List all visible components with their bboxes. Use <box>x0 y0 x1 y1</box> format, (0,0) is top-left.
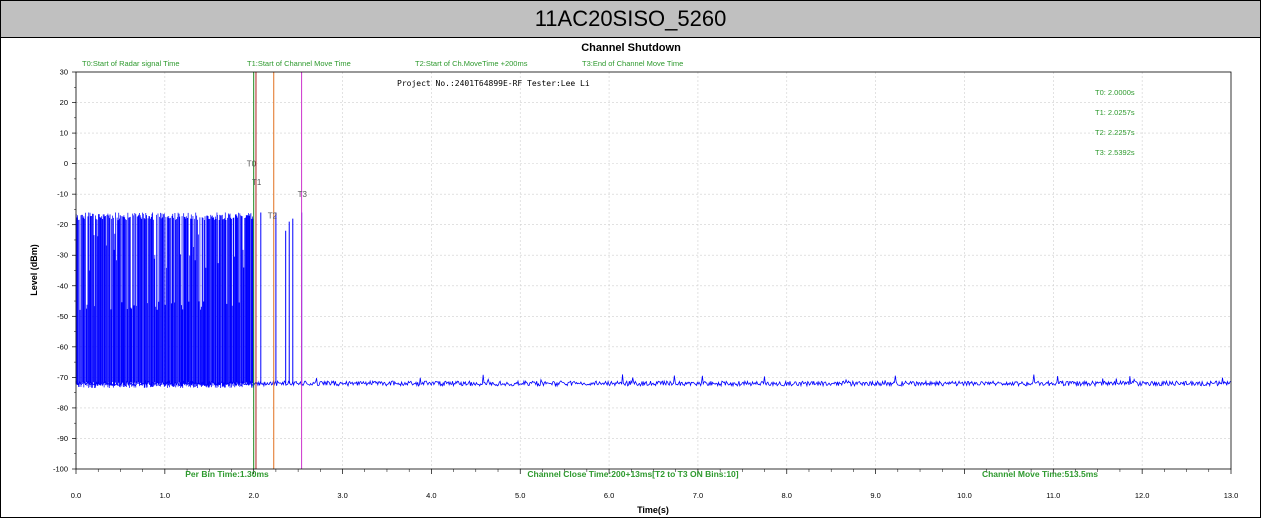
x-tick-label: 12.0 <box>1135 491 1150 500</box>
y-tick-label: -90 <box>57 434 68 443</box>
y-tick-label: 20 <box>60 98 68 107</box>
legend-t2: T2:Start of Ch.MoveTime +200ms <box>415 59 528 68</box>
y-tick-label: -20 <box>57 220 68 229</box>
project-info: Project No.:2401T64899E-RF Tester:Lee Li <box>397 79 590 88</box>
chart-title: Channel Shutdown <box>581 42 681 54</box>
x-tick-label: 4.0 <box>426 491 436 500</box>
x-tick-label: 1.0 <box>160 491 170 500</box>
x-tick-label: 9.0 <box>870 491 880 500</box>
readout-t2: T2: 2.2257s <box>1095 128 1135 137</box>
x-tick-label: 10.0 <box>957 491 972 500</box>
channel-close-time: Channel Close Time:200+13ms[T2 to T3 ON … <box>527 469 738 479</box>
x-tick-label: 5.0 <box>515 491 525 500</box>
y-tick-label: -80 <box>57 403 68 412</box>
y-tick-label: -70 <box>57 373 68 382</box>
readout-t1: T1: 2.0257s <box>1095 108 1135 117</box>
y-axis-ticks: 30 20 10 0 -10 -20 -30 -40 -50 -60 -70 -80 -90 -100 <box>53 68 76 474</box>
marker-label-t2: T2 <box>268 212 278 221</box>
marker-label-t3: T3 <box>298 190 308 199</box>
channel-move-time: Channel Move Time:513.5ms <box>982 469 1098 479</box>
y-tick-label: -30 <box>57 251 68 260</box>
y-tick-label: 10 <box>60 129 68 138</box>
window-title: 11AC20SISO_5260 <box>534 6 727 31</box>
y-tick-label: -50 <box>57 312 68 321</box>
marker-label-t1: T1 <box>252 178 262 187</box>
x-tick-label: 13.0 <box>1224 491 1239 500</box>
y-tick-label: 0 <box>64 159 68 168</box>
x-tick-label: 0.0 <box>71 491 81 500</box>
burst-baseline-trace <box>75 379 255 387</box>
plot-grid <box>76 72 1231 469</box>
radar-burst-pulses <box>75 212 254 389</box>
y-tick-label: 30 <box>60 68 68 77</box>
per-bin-time: Per Bin Time:1.30ms <box>185 469 269 479</box>
legend-t1: T1:Start of Channel Move Time <box>247 59 351 68</box>
x-tick-label: 3.0 <box>337 491 347 500</box>
y-tick-label: -100 <box>53 465 68 474</box>
x-tick-label: 11.0 <box>1046 491 1060 500</box>
readout-t3: T3: 2.5392s <box>1095 148 1135 157</box>
marker-label-t0: T0 <box>247 160 257 169</box>
plot-area-border <box>75 71 1232 470</box>
x-axis-title: Time(s) <box>637 505 669 515</box>
x-axis-ticks: 0.0 1.0 2.0 3.0 4.0 5.0 6.0 7.0 8.0 9.0 10.0 11.0 12… <box>71 469 1239 500</box>
x-tick-label: 6.0 <box>604 491 614 500</box>
window-title-bar: 11AC20SISO_5260 <box>1 1 1260 38</box>
legend-t3: T3:End of Channel Move Time <box>582 59 683 68</box>
x-tick-label: 7.0 <box>693 491 703 500</box>
readout-t0: T0: 2.0000s <box>1095 88 1135 97</box>
signal-trace <box>75 212 1232 389</box>
legend-t0: T0:Start of Radar signal Time <box>82 59 180 68</box>
y-tick-label: -40 <box>57 281 68 290</box>
x-tick-label: 2.0 <box>248 491 258 500</box>
y-tick-label: -10 <box>57 190 68 199</box>
noise-floor-trace <box>253 374 1232 388</box>
y-axis-title: Level (dBm) <box>29 244 39 296</box>
y-tick-label: -60 <box>57 342 68 351</box>
time-markers: T0 T1 T2 T3 <box>247 72 308 469</box>
x-tick-label: 8.0 <box>782 491 792 500</box>
